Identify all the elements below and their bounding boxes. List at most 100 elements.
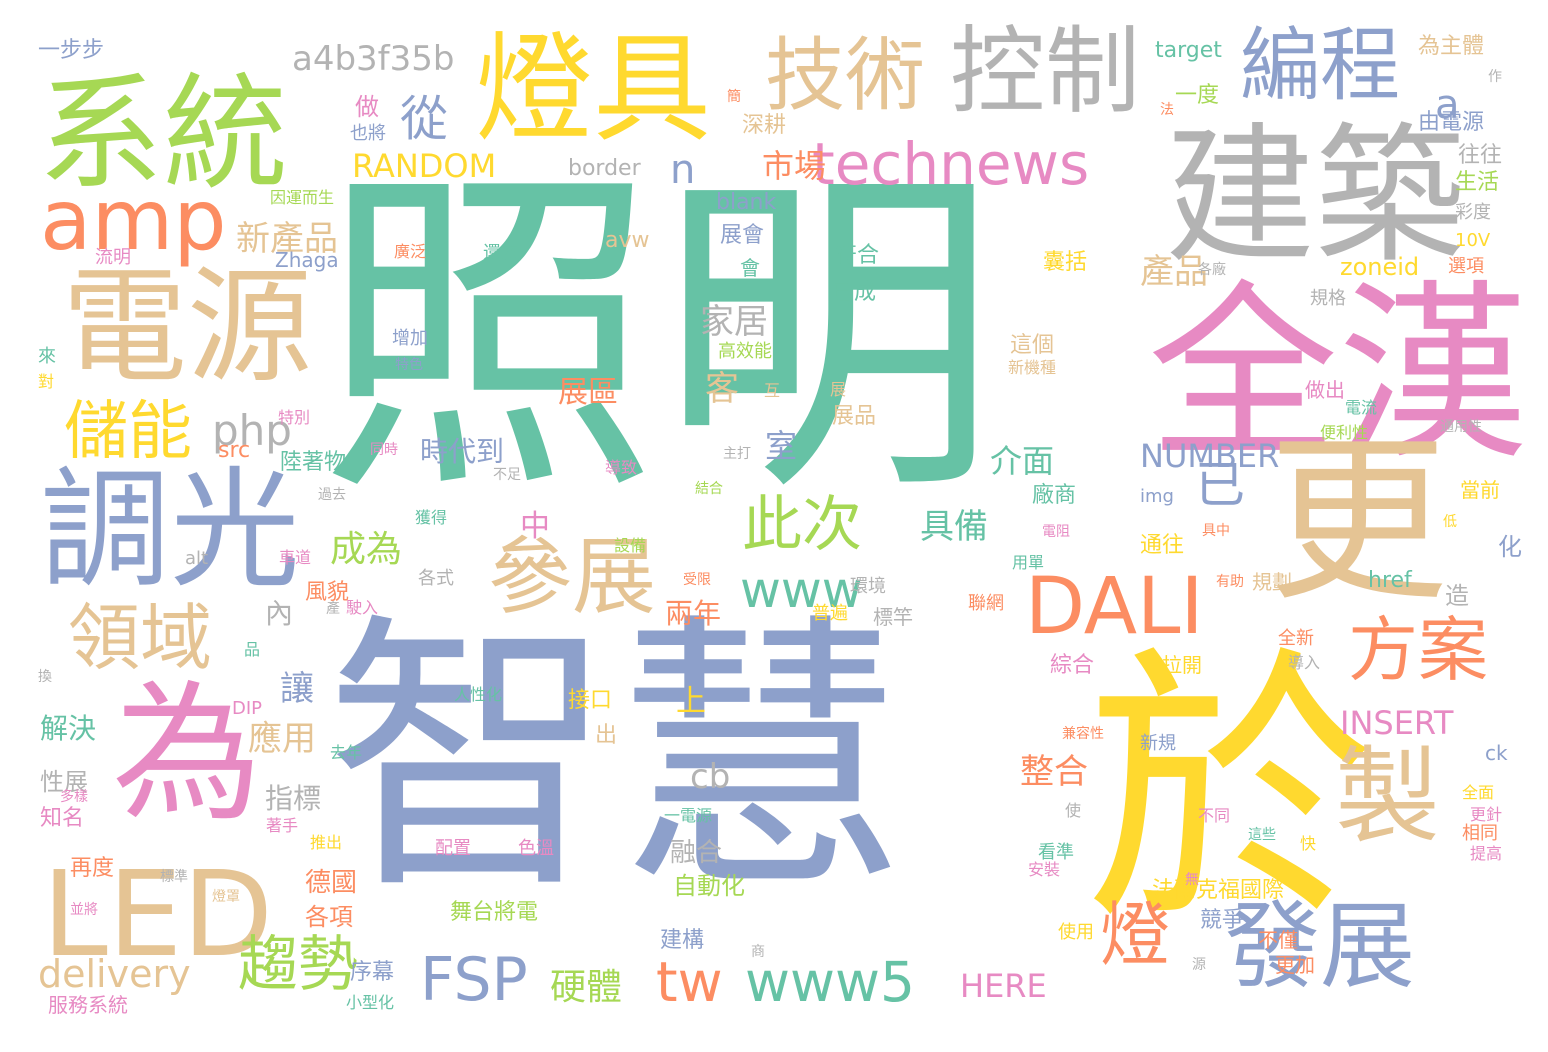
- word-68: 一度: [1175, 83, 1220, 108]
- word-97: src: [218, 438, 251, 463]
- word-138: 看準: [1038, 842, 1074, 863]
- word-150: 通往: [1140, 533, 1185, 558]
- word-105: 推出: [310, 833, 343, 852]
- word-174: 設備: [614, 536, 647, 555]
- word-129: 法蘭克福國際: [1152, 878, 1285, 903]
- word-75: 規格: [1310, 288, 1346, 309]
- word-8: 燈具: [475, 20, 712, 158]
- word-168: 同時: [370, 442, 398, 458]
- word-3: 全漢: [1148, 264, 1529, 485]
- word-62: 舞台將電: [450, 900, 539, 925]
- word-191: 簡: [727, 89, 741, 105]
- word-9: 調光: [40, 454, 301, 606]
- word-113: 聯網: [968, 593, 1004, 614]
- word-140: 使用: [1058, 922, 1094, 943]
- word-66: 為主體: [1418, 34, 1485, 59]
- word-63: 自動化: [673, 872, 745, 900]
- word-162: 還次: [483, 243, 519, 264]
- word-39: 新產品: [236, 219, 338, 259]
- word-118: 拉開: [1162, 653, 1202, 677]
- word-158: 囊括: [1043, 250, 1088, 275]
- word-23: www: [740, 561, 863, 619]
- word-190: 作: [1488, 69, 1502, 85]
- word-72: 彩度: [1455, 202, 1491, 223]
- word-83: 指標: [265, 782, 322, 815]
- word-107: 色溫: [518, 838, 554, 859]
- word-136: 全新: [1278, 628, 1314, 649]
- word-147: 提高: [1470, 844, 1503, 863]
- word-48: INSERT: [1340, 704, 1454, 742]
- word-141: 使: [1065, 801, 1082, 820]
- word-1: 智慧: [325, 591, 905, 928]
- word-119: 規劃: [1252, 570, 1292, 594]
- word-104: 並將: [70, 902, 98, 918]
- word-61: 展品: [832, 404, 877, 429]
- word-67: 深耕: [742, 113, 787, 138]
- word-163: 廣泛: [394, 242, 427, 261]
- word-160: 特色: [395, 357, 423, 373]
- word-28: 趨勢: [238, 930, 358, 1000]
- word-73: 10V: [1455, 230, 1491, 251]
- word-47: NUMBER: [1140, 437, 1280, 475]
- word-106: 配置: [435, 838, 471, 859]
- word-7: 系統: [38, 62, 288, 207]
- word-112: 各式: [418, 568, 454, 589]
- word-175: 車道: [279, 548, 312, 567]
- word-22: 方案: [1348, 609, 1488, 691]
- word-64: 一步步: [38, 38, 105, 63]
- word-120: href: [1368, 568, 1412, 593]
- word-81: 知名: [40, 806, 85, 831]
- word-52: 成為: [330, 529, 403, 570]
- word-127: 便利性: [1320, 423, 1369, 442]
- word-56: blank: [716, 190, 777, 215]
- word-170: 導致: [605, 458, 638, 477]
- word-124: 當前: [1460, 478, 1500, 502]
- word-25: 此次: [742, 490, 862, 560]
- word-79: 內: [265, 597, 294, 630]
- word-5: 更: [1268, 417, 1449, 626]
- word-26: 儲能: [64, 395, 192, 469]
- word-189: 法: [1160, 102, 1174, 118]
- word-78: 讓: [280, 669, 314, 709]
- word-108: 接口: [568, 688, 613, 713]
- word-177: 駛入: [346, 598, 379, 617]
- word-76: 應用: [248, 719, 316, 759]
- word-128: 通用性: [1440, 419, 1482, 435]
- word-173: 獲得: [415, 508, 448, 527]
- word-31: a4b3f35b: [292, 39, 455, 79]
- word-148: 快: [1300, 834, 1317, 853]
- word-149: 這些: [1248, 827, 1276, 843]
- word-123: 化: [1498, 533, 1522, 561]
- word-131: 不僅: [1258, 928, 1298, 952]
- word-49: cb: [690, 757, 731, 797]
- word-50: 整合: [1020, 752, 1088, 792]
- word-54: HERE: [960, 967, 1047, 1005]
- word-42: 產品: [1140, 252, 1208, 292]
- word-45: 室: [765, 427, 798, 465]
- word-44: 客: [705, 369, 739, 409]
- word-17: LED: [42, 845, 274, 983]
- word-193: 因運而生: [270, 188, 335, 207]
- word-21: 領域: [68, 596, 213, 680]
- word-36: RANDOM: [352, 147, 497, 185]
- word-152: 有助: [1216, 574, 1244, 590]
- word-139: 安裝: [1028, 860, 1061, 879]
- word-101: 服務系統: [48, 993, 128, 1017]
- word-34: 已: [1195, 456, 1245, 514]
- word-11: 控制: [950, 17, 1141, 127]
- word-122: 造: [1445, 582, 1469, 610]
- word-153: 用單: [1012, 553, 1045, 572]
- word-90: 上: [676, 684, 706, 719]
- word-197: 兼容性: [1062, 726, 1104, 742]
- word-184: 燈罩: [212, 889, 240, 905]
- word-82: 多樣: [60, 789, 88, 805]
- word-155: 廠商: [1032, 483, 1077, 508]
- word-55: border: [568, 156, 641, 181]
- word-69: 由電源: [1418, 110, 1485, 135]
- word-185: 小型化: [346, 993, 395, 1012]
- word-192: 各廠: [1198, 262, 1226, 278]
- word-80: 性展: [40, 768, 88, 796]
- word-125: 做出: [1305, 378, 1345, 402]
- word-154: 電阻: [1042, 524, 1070, 540]
